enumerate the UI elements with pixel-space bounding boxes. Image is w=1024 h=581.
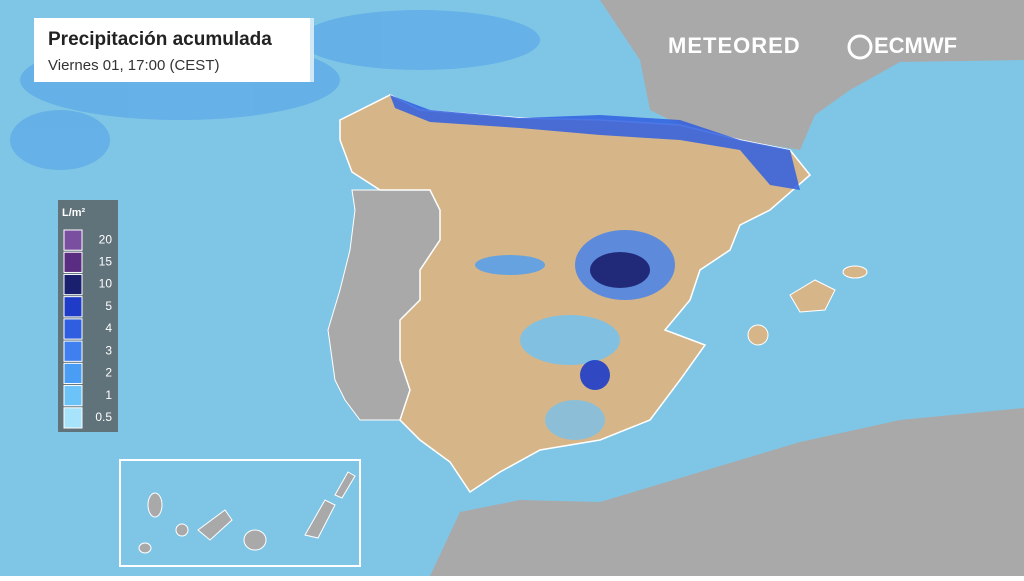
canary-islands — [138, 471, 356, 554]
land-rain — [390, 95, 800, 440]
legend-swatch — [63, 318, 83, 340]
legend-label: 2 — [105, 366, 112, 380]
ecmwf-icon — [847, 34, 873, 60]
legend-label: 10 — [99, 277, 113, 291]
mallorca — [789, 279, 836, 313]
legend-label: 20 — [99, 232, 113, 246]
legend-label: 5 — [105, 299, 112, 313]
legend-label: 3 — [105, 343, 112, 357]
title-box — [34, 18, 314, 82]
legend-label: 0.5 — [95, 410, 112, 424]
legend-swatch — [63, 229, 83, 251]
brand-ecmwf: ECMWF — [874, 33, 957, 58]
france — [530, 0, 1024, 150]
legend-swatch — [63, 251, 83, 273]
legend-swatch — [63, 362, 83, 385]
legend-swatch — [63, 385, 83, 407]
legend-label: 15 — [99, 255, 113, 269]
title-box-edge — [310, 18, 314, 82]
subtitle: Viernes 01, 17:00 (CEST) — [48, 57, 219, 74]
legend-swatch — [63, 273, 83, 296]
menorca — [842, 265, 868, 279]
canary-inset — [119, 459, 361, 567]
ibiza — [747, 324, 769, 346]
legend-swatch — [63, 407, 83, 429]
legend-unit: L/m² — [62, 207, 86, 219]
brand-meteored: METEORED — [668, 33, 801, 58]
legend-items: 20 15 10 5 4 3 2 1 0.5 — [63, 229, 113, 429]
legend-swatch — [63, 296, 83, 318]
legend-label: 4 — [105, 321, 112, 335]
legend-label: 1 — [105, 388, 112, 402]
africa — [430, 408, 1024, 576]
title: Precipitación acumulada — [48, 29, 272, 50]
legend-swatch — [63, 340, 83, 362]
